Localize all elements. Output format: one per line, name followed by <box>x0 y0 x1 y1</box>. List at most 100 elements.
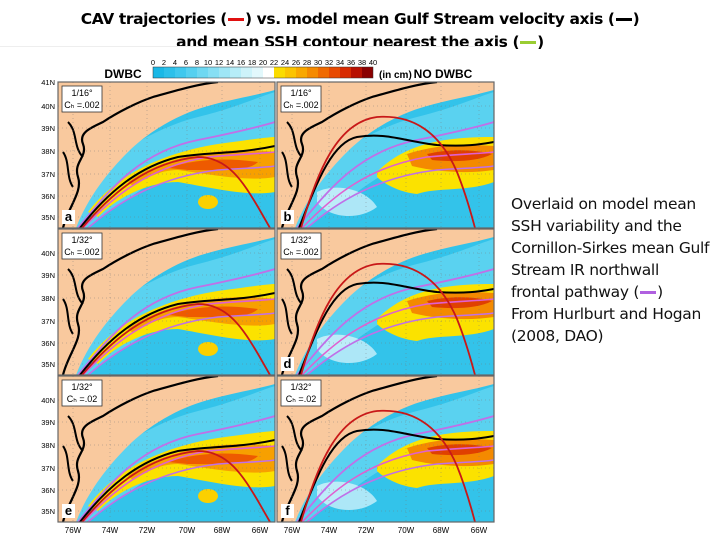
velocity-axis-line <box>79 292 275 375</box>
lon-tick-label: 66W <box>471 526 488 535</box>
land <box>58 229 275 375</box>
lat-tick-label: 36N <box>41 339 55 348</box>
colorbar-tick-label: 18 <box>248 58 256 67</box>
drag-coefficient-label: Cₕ =.02 <box>67 394 97 404</box>
dwbc-header: DWBC <box>104 67 142 81</box>
ir-front-line <box>77 268 275 375</box>
coastline <box>61 229 219 375</box>
ir-front-line <box>306 459 494 522</box>
no-dwbc-header: NO DWBC <box>414 67 473 81</box>
map-panel-c: 1/32° Cₕ =.002 40N 39N 38N 37N 36N 35N <box>41 228 276 376</box>
ir-front-line <box>296 268 494 375</box>
lon-tick-label: 74W <box>102 526 119 535</box>
ir-front-line <box>306 165 494 228</box>
side-text: Overlaid on model mean SSH variability a… <box>511 195 710 301</box>
ir-front-line <box>87 165 275 228</box>
divider <box>0 46 500 47</box>
ir-front-line <box>301 151 494 228</box>
lon-tick-label: 72W <box>358 526 375 535</box>
cav-trajectory-line <box>300 115 476 228</box>
colorbar-cell <box>208 67 219 78</box>
colorbar-cell <box>153 67 164 78</box>
drag-coefficient-label: Cₕ =.002 <box>64 100 99 110</box>
map-panel-b: 1/16° Cₕ =.002 b <box>276 81 495 229</box>
panel-letter: e <box>65 503 72 518</box>
colorbar-tick-label: 26 <box>292 58 300 67</box>
velocity-axis-line <box>298 134 494 228</box>
panel-info-box <box>61 379 103 407</box>
panel-letter-box <box>281 210 294 224</box>
lat-tick-label: 35N <box>41 507 55 516</box>
resolution-label: 1/32° <box>71 235 93 245</box>
panel-info-box <box>280 379 322 407</box>
colorbar-tick-label: 16 <box>237 58 245 67</box>
colorbar-cell <box>175 67 186 78</box>
ir-front-line <box>301 298 494 375</box>
cav-trajectory-line <box>300 262 476 375</box>
colorbar-tick-label: 36 <box>347 58 355 67</box>
lat-tick-label: 38N <box>41 441 55 450</box>
cav-trajectory-line <box>81 303 271 375</box>
side-text: ) <box>657 283 663 301</box>
velocity-axis-line <box>79 145 275 228</box>
ir-front-line <box>77 121 275 228</box>
axis-legend-swatch <box>615 18 632 21</box>
colorbar-tick-label: 12 <box>215 58 223 67</box>
lat-tick-label: 36N <box>41 192 55 201</box>
cav-legend-swatch <box>228 18 244 21</box>
drag-coefficient-label: Cₕ =.002 <box>64 247 99 257</box>
ir-front-line <box>82 298 275 375</box>
lat-tick-label: 35N <box>41 213 55 222</box>
ir-front-line <box>77 415 275 522</box>
velocity-axis-line <box>298 428 494 522</box>
resolution-label: 1/16° <box>290 88 312 98</box>
lat-tick-label: 38N <box>41 147 55 156</box>
land <box>277 229 494 375</box>
ir-front-line <box>306 312 494 375</box>
resolution-label: 1/16° <box>71 88 93 98</box>
colorbar-cell <box>252 67 263 78</box>
land <box>58 376 275 522</box>
ssh-legend-swatch <box>520 41 537 44</box>
colorbar-cell <box>186 67 197 78</box>
panel-letter-box <box>62 210 75 224</box>
ir-front-line <box>87 312 275 375</box>
panel-letter-box <box>62 504 75 518</box>
title-text: ) <box>537 33 544 51</box>
colorbar-cell <box>241 67 252 78</box>
colorbar-tick-label: 6 <box>184 58 188 67</box>
panel-info-box <box>280 232 322 260</box>
colorbar-cell <box>164 67 175 78</box>
lat-tick-label: 39N <box>41 418 55 427</box>
lon-tick-label: 72W <box>139 526 156 535</box>
drag-coefficient-label: Cₕ =.002 <box>283 247 318 257</box>
colorbar-tick-label: 8 <box>195 58 199 67</box>
colorbar-cell <box>230 67 241 78</box>
panel-letter: f <box>285 503 290 518</box>
colorbar-cell <box>340 67 351 78</box>
colorbar-cell <box>318 67 329 78</box>
lat-tick-label: 36N <box>41 486 55 495</box>
resolution-label: 1/32° <box>71 382 93 392</box>
title-text: CAV trajectories ( <box>80 10 228 28</box>
ir-front-line <box>87 459 275 522</box>
map-panel-e: 1/32° Cₕ =.02 e 40N 39N 38N 37N 36N 35N 76W 74W 72W… <box>41 375 276 535</box>
colorbar-tick-label: 34 <box>336 58 344 67</box>
colorbar-cell <box>329 67 340 78</box>
title-text: ) vs. model mean Gulf Stream velocity ax… <box>245 10 615 28</box>
ir-front-line <box>301 445 494 522</box>
coastline <box>280 376 438 522</box>
resolution-label: 1/32° <box>290 382 312 392</box>
land <box>277 82 494 228</box>
cav-trajectory-line <box>81 450 271 522</box>
lon-tick-label: 76W <box>284 526 301 535</box>
cav-trajectory-line <box>300 409 476 522</box>
cav-trajectory-line <box>81 156 271 228</box>
lon-tick-label: 66W <box>252 526 269 535</box>
velocity-axis-line <box>298 281 494 375</box>
land <box>58 82 275 228</box>
ir-front-line <box>82 151 275 228</box>
coastline <box>61 376 219 522</box>
side-text: From Hurlburt and Hogan (2008, DAO) <box>511 305 702 345</box>
